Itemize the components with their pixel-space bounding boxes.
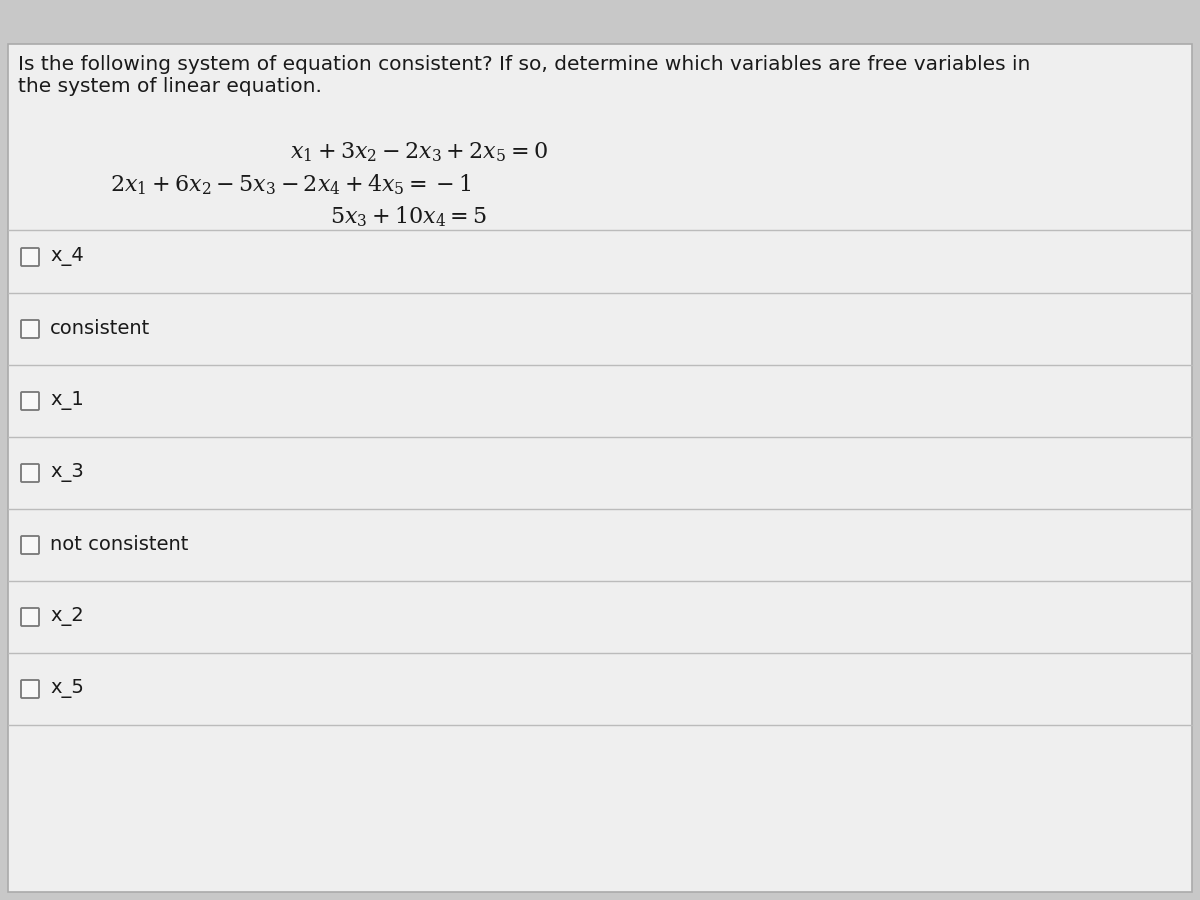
Text: $2x_1 + 6x_2 - 5x_3 - 2x_4 + 4x_5 = -1$: $2x_1 + 6x_2 - 5x_3 - 2x_4 + 4x_5 = -1$ [110,172,472,196]
Text: x_4: x_4 [50,248,84,266]
FancyBboxPatch shape [8,44,1192,892]
Text: not consistent: not consistent [50,536,188,554]
Text: the system of linear equation.: the system of linear equation. [18,77,322,96]
Text: consistent: consistent [50,320,150,338]
Text: x_2: x_2 [50,608,84,626]
Text: x_3: x_3 [50,464,84,482]
FancyBboxPatch shape [22,680,38,698]
Text: x_5: x_5 [50,680,84,698]
FancyBboxPatch shape [22,392,38,410]
Text: $5x_3 + 10x_4 = 5$: $5x_3 + 10x_4 = 5$ [330,204,487,229]
FancyBboxPatch shape [22,608,38,626]
FancyBboxPatch shape [22,464,38,482]
FancyBboxPatch shape [22,536,38,554]
Text: Is the following system of equation consistent? If so, determine which variables: Is the following system of equation cons… [18,55,1031,74]
Text: $x_1 + 3x_2 - 2x_3 + 2x_5 = 0$: $x_1 + 3x_2 - 2x_3 + 2x_5 = 0$ [290,140,547,164]
FancyBboxPatch shape [22,320,38,338]
FancyBboxPatch shape [22,248,38,266]
Text: x_1: x_1 [50,392,84,410]
